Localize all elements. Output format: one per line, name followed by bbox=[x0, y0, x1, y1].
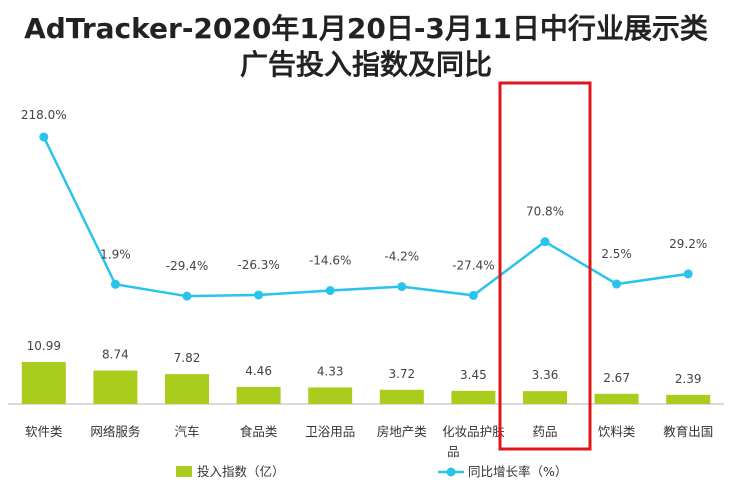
growth-value-label-8: 2.5% bbox=[601, 247, 632, 261]
category-label-2: 汽车 bbox=[174, 424, 199, 439]
category-label-9: 教育出国 bbox=[663, 424, 713, 439]
bar-8 bbox=[594, 393, 639, 404]
growth-point-0 bbox=[39, 132, 49, 142]
bar-value-label-3: 4.46 bbox=[245, 364, 272, 378]
category-label-6-cont: 品 bbox=[447, 444, 460, 459]
category-label-8: 饮料类 bbox=[598, 424, 636, 439]
growth-rate-line bbox=[42, 136, 689, 298]
legend-bar-swatch bbox=[176, 466, 192, 477]
bar-value-label-9: 2.39 bbox=[675, 372, 702, 386]
category-label-4: 卫浴用品 bbox=[305, 424, 355, 439]
growth-point-6 bbox=[468, 290, 478, 300]
chart-title-line2: 广告投入指数及同比 bbox=[239, 48, 492, 81]
growth-point-2 bbox=[182, 291, 192, 301]
growth-value-label-9: 29.2% bbox=[669, 237, 707, 251]
bar-value-label-7: 3.36 bbox=[532, 368, 559, 382]
bar-value-label-8: 2.67 bbox=[603, 371, 630, 385]
category-label-0: 软件类 bbox=[25, 424, 63, 439]
growth-point-5 bbox=[397, 282, 407, 292]
category-label-7: 药品 bbox=[532, 424, 557, 439]
legend-bar-label: 投入指数（亿） bbox=[197, 464, 285, 479]
growth-value-label-4: -14.6% bbox=[309, 254, 351, 268]
bar-value-label-0: 10.99 bbox=[27, 339, 61, 353]
growth-value-label-1: 1.9% bbox=[100, 247, 131, 261]
category-label-3: 食品类 bbox=[240, 424, 278, 439]
category-label-5: 房地产类 bbox=[377, 424, 428, 439]
category-label-1: 网络服务 bbox=[90, 424, 140, 439]
bar-5 bbox=[379, 389, 424, 404]
growth-value-label-0: 218.0% bbox=[21, 108, 67, 122]
legend-line-marker bbox=[446, 467, 456, 477]
highlight-box bbox=[498, 81, 592, 451]
bar-value-label-4: 4.33 bbox=[317, 364, 344, 378]
bar-value-label-1: 8.74 bbox=[102, 348, 129, 362]
bar-2 bbox=[165, 374, 209, 404]
bar-1 bbox=[93, 370, 138, 404]
growth-point-1 bbox=[110, 279, 120, 289]
growth-point-4 bbox=[325, 286, 335, 296]
legend-line-label: 同比增长率（%） bbox=[468, 464, 567, 479]
chart-title-line1: AdTracker-2020年1月20日-3月11日中行业展示类 bbox=[24, 12, 708, 45]
growth-value-label-7: 70.8% bbox=[526, 205, 564, 219]
bar-value-label-6: 3.45 bbox=[460, 368, 487, 382]
growth-value-label-5: -4.2% bbox=[384, 250, 419, 264]
bar-0 bbox=[21, 362, 66, 404]
bar-9 bbox=[666, 394, 711, 404]
growth-point-9 bbox=[683, 269, 693, 279]
bar-3 bbox=[236, 386, 281, 404]
bar-value-label-5: 3.72 bbox=[388, 367, 415, 381]
growth-point-3 bbox=[254, 290, 264, 300]
bar-7 bbox=[523, 391, 567, 404]
bar-value-label-2: 7.82 bbox=[174, 351, 201, 365]
growth-value-label-3: -26.3% bbox=[237, 258, 279, 272]
category-label-6: 化妆品护肤 bbox=[442, 424, 505, 439]
bar-4 bbox=[308, 387, 353, 404]
bar-6 bbox=[451, 390, 496, 404]
growth-value-label-6: -27.4% bbox=[452, 258, 494, 272]
growth-point-8 bbox=[612, 279, 622, 289]
growth-value-label-2: -29.4% bbox=[166, 259, 208, 273]
growth-point-7 bbox=[540, 237, 550, 247]
